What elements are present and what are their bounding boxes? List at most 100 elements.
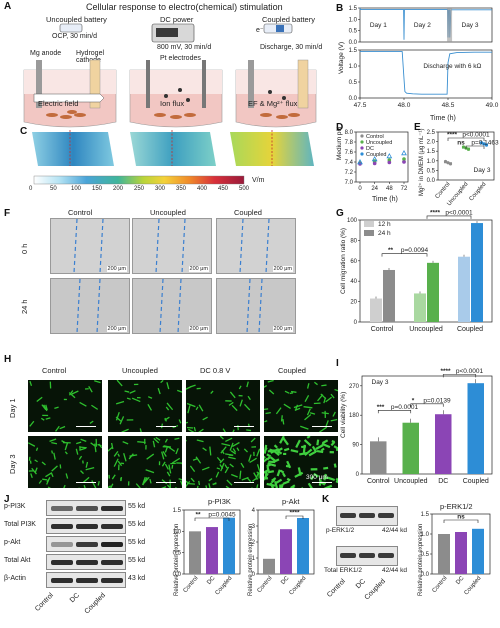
i-ytick-label: 0: [356, 472, 360, 478]
cell: [179, 419, 181, 423]
g-xtick-label: Uncoupled: [409, 326, 443, 333]
cell: [165, 464, 168, 469]
b-top-ytick-label: 1.5: [349, 6, 358, 12]
i-sig1-p: p=0.0001: [391, 404, 419, 411]
cell: [64, 485, 65, 488]
j1-sig-stars: **: [195, 512, 201, 519]
cell: [283, 473, 285, 476]
cell: [112, 475, 115, 479]
cell: [319, 427, 326, 432]
cell: [266, 413, 271, 414]
cell: [294, 405, 302, 408]
cell: [136, 484, 142, 488]
d-ytick-label: 8.0: [345, 130, 354, 136]
j2-bar-control: [263, 559, 275, 574]
colorbar-tick-label: 350: [176, 186, 186, 192]
i-bar-dc: [435, 414, 452, 474]
cell: [167, 472, 170, 476]
e-ytick-label: 0.0: [427, 178, 436, 184]
cell: [39, 480, 41, 483]
cell: [335, 464, 336, 468]
colorbar-tick-label: 0: [29, 186, 32, 192]
g-sig1-p: p=0.0094: [401, 247, 429, 254]
h-fluorescence-image: [186, 380, 260, 432]
cell: [150, 479, 151, 483]
cell: [279, 448, 282, 450]
i-sig3-stars: ****: [440, 368, 451, 375]
cell: [226, 486, 232, 488]
cell: [118, 454, 119, 457]
cell: [267, 465, 271, 467]
b-bottom-ytick-label: 1.5: [349, 48, 358, 54]
cell: [336, 481, 338, 484]
cell: [280, 471, 283, 473]
cell: [30, 381, 32, 386]
cell: [250, 458, 257, 462]
cell: [276, 408, 281, 414]
i-xtick-label: Uncoupled: [394, 478, 428, 485]
cell: [305, 395, 309, 401]
cell: [28, 443, 35, 446]
d-legend-marker: [360, 140, 363, 143]
cell: [309, 483, 313, 488]
j-band: [51, 506, 73, 511]
cell: [181, 481, 182, 488]
i-sig1-stars: ***: [377, 404, 385, 411]
cell: [54, 407, 58, 408]
b-day2: Day 2: [414, 22, 431, 29]
cell: [267, 466, 268, 471]
e-day: Day 3: [474, 167, 491, 174]
g-bar-control-12h: [370, 299, 382, 322]
cell: [230, 443, 233, 451]
colorbar-tick-label: 400: [197, 186, 207, 192]
cell: [124, 453, 126, 461]
cell: [194, 427, 195, 431]
cell: [317, 440, 318, 446]
cell: [287, 479, 290, 481]
scratch-edge: [240, 219, 243, 273]
h-fluorescence-image: [264, 380, 338, 432]
cell: [125, 391, 130, 392]
cell: [237, 448, 239, 451]
k-xtick-label: Coupled: [464, 575, 483, 596]
cell: [227, 480, 232, 485]
cell: [166, 407, 168, 410]
h-cells: [186, 380, 260, 432]
cell: [240, 471, 241, 479]
cell: [190, 466, 194, 472]
cell: [188, 405, 190, 413]
cell: [228, 457, 235, 459]
cell: [46, 418, 51, 419]
h-scale-bar: [312, 426, 332, 428]
d-point-dc: [388, 161, 392, 165]
d-xtick-label: 72: [401, 186, 408, 192]
h-cells: [28, 380, 102, 432]
f-scale-bar-label: 200 μm: [189, 326, 209, 332]
h-row-label: Day 1: [8, 398, 17, 418]
cell: [162, 462, 165, 466]
j-band: [51, 560, 73, 565]
f-scratch-lines: [217, 279, 295, 333]
cell: [328, 478, 335, 480]
f-row-label: 24 h: [20, 299, 29, 314]
cell: [167, 382, 169, 389]
j-band: [51, 578, 73, 583]
scratch-edge: [100, 219, 103, 273]
b-annotation: Discharge with 6 kΩ: [423, 63, 481, 70]
d-point-coupled: [402, 151, 406, 155]
cell: [264, 386, 267, 389]
cell: [196, 407, 198, 410]
j1-bar-coupled: [223, 518, 235, 574]
cell: [229, 402, 233, 405]
b-bottom-voltage-line: [360, 52, 492, 95]
g-ytick-label: 60: [350, 259, 357, 265]
f-scratch-lines: [133, 279, 211, 333]
g-bar-coupled-24h: [471, 223, 483, 322]
g-sig2-p: p<0.0001: [445, 209, 473, 216]
e-xtick-label: Coupled: [469, 181, 488, 202]
cell: [217, 457, 221, 461]
cell: [169, 465, 171, 474]
j1-ytick-label: 0.5: [173, 551, 182, 557]
cell: [244, 449, 247, 452]
